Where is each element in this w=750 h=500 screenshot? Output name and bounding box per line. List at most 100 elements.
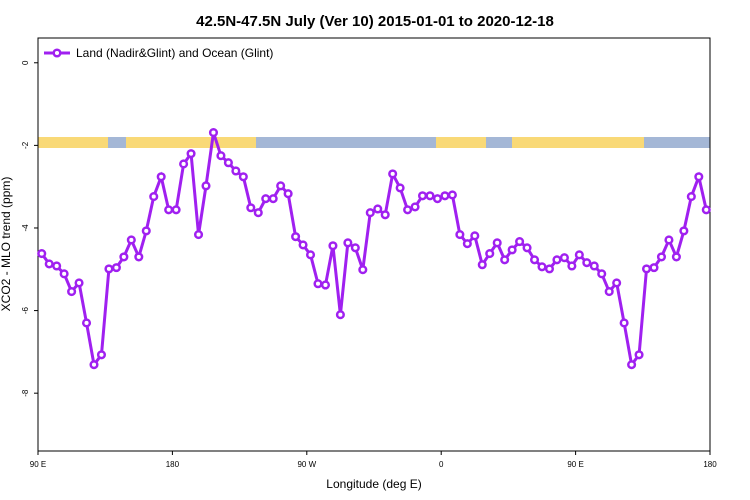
- data-point: [559, 253, 569, 263]
- data-point: [149, 192, 159, 202]
- data-point: [246, 203, 256, 213]
- data-point: [67, 287, 77, 297]
- data-point: [671, 252, 681, 262]
- data-point: [238, 172, 248, 182]
- data-point: [544, 264, 555, 274]
- data-point: [604, 287, 614, 297]
- data-point: [231, 166, 241, 176]
- data-point: [320, 280, 331, 290]
- data-point: [515, 237, 525, 247]
- data-point: [276, 181, 286, 191]
- data-point: [216, 151, 226, 161]
- data-point: [373, 204, 383, 214]
- data-point: [589, 261, 599, 271]
- data-point: [261, 194, 271, 204]
- y-tick-label: -8: [21, 389, 30, 397]
- data-point: [597, 269, 607, 279]
- data-point: [305, 250, 316, 260]
- data-point: [619, 318, 629, 328]
- data-point: [485, 249, 495, 259]
- y-axis-label: XCO2 - MLO trend (ppm): [0, 177, 13, 312]
- data-point: [104, 264, 114, 274]
- data-point: [313, 279, 323, 289]
- data-point: [432, 194, 443, 204]
- data-point: [440, 191, 450, 201]
- x-tick-label: 180: [166, 460, 180, 469]
- data-point: [343, 238, 353, 248]
- data-point: [335, 310, 345, 320]
- data-point: [37, 249, 47, 259]
- data-point: [649, 263, 659, 273]
- data-point: [425, 191, 435, 201]
- data-point: [694, 172, 704, 182]
- data-point: [156, 172, 166, 182]
- data-point: [350, 243, 360, 253]
- data-point: [634, 350, 644, 360]
- data-point: [186, 149, 196, 159]
- data-point: [365, 208, 375, 218]
- data-point: [679, 226, 689, 236]
- data-point: [81, 318, 92, 328]
- data-point: [417, 191, 428, 201]
- data-point: [134, 252, 144, 262]
- data-point: [656, 252, 667, 262]
- data-point: [223, 158, 233, 168]
- data-point: [477, 260, 487, 270]
- data-point: [641, 264, 652, 274]
- data-point: [567, 261, 577, 271]
- data-point: [328, 241, 338, 251]
- x-tick-label: 0: [439, 460, 444, 469]
- data-point: [291, 232, 301, 242]
- data-point: [201, 181, 211, 191]
- data-point: [388, 169, 398, 179]
- y-tick-label: -6: [21, 306, 30, 314]
- x-tick-label: 90 E: [30, 460, 46, 469]
- data-point: [664, 235, 674, 245]
- data-point: [358, 265, 368, 275]
- chart-title: 42.5N-47.5N July (Ver 10) 2015-01-01 to …: [196, 13, 554, 30]
- data-point: [74, 278, 84, 288]
- x-tick-label: 90 E: [567, 460, 583, 469]
- data-point: [52, 261, 62, 271]
- data-point: [582, 258, 592, 268]
- data-point: [283, 189, 293, 199]
- x-tick-label: 180: [703, 460, 717, 469]
- data-point: [395, 183, 405, 193]
- data-point: [492, 238, 502, 248]
- data-point: [455, 230, 465, 240]
- data-point: [500, 255, 510, 265]
- x-axis-label: Longitude (deg E): [326, 477, 421, 491]
- y-tick-label: -4: [21, 224, 30, 232]
- data-point: [470, 231, 480, 241]
- legend-label: Land (Nadir&Glint) and Ocean (Glint): [76, 46, 273, 60]
- data-point: [552, 255, 562, 265]
- data-point: [111, 263, 121, 273]
- data-point: [59, 269, 69, 279]
- data-point: [507, 245, 517, 255]
- y-tick-label: -2: [21, 141, 30, 149]
- data-point: [298, 240, 308, 250]
- land-ocean-strip: [38, 137, 710, 148]
- data-point: [119, 252, 129, 262]
- data-point: [447, 190, 457, 200]
- y-tick-label: 0: [21, 60, 30, 65]
- data-point: [529, 255, 540, 265]
- legend-marker: [52, 48, 62, 58]
- data-point: [193, 230, 204, 240]
- plot-frame: [37, 37, 711, 452]
- data-point: [164, 205, 174, 215]
- data-point: [380, 210, 390, 220]
- data-point: [627, 360, 637, 370]
- data-point: [171, 205, 181, 215]
- data-point: [126, 235, 136, 245]
- data-point: [44, 259, 54, 269]
- data-point: [403, 205, 413, 215]
- data-point: [612, 278, 622, 288]
- data-point: [96, 350, 107, 360]
- data-point: [268, 194, 278, 204]
- data-point: [208, 128, 219, 138]
- data-point: [89, 360, 99, 370]
- data-point: [701, 205, 711, 215]
- series-line: [40, 132, 708, 369]
